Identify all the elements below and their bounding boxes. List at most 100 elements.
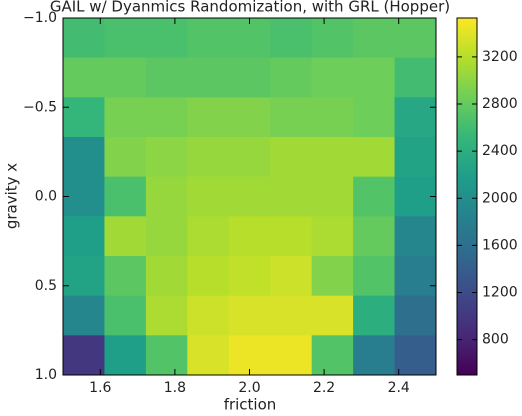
heatmap-cell xyxy=(353,256,396,297)
heatmap-cell xyxy=(63,18,105,59)
heatmap-cell xyxy=(270,295,313,336)
heatmap-cell xyxy=(270,137,313,178)
heatmap-cell xyxy=(104,18,147,59)
heatmap-cell xyxy=(270,335,313,376)
heatmap-cell xyxy=(104,57,147,98)
heatmap-cell xyxy=(394,97,437,138)
heatmap-cell xyxy=(187,176,230,217)
heatmap-cell xyxy=(353,295,396,336)
heatmap-cell xyxy=(187,256,230,297)
heatmap-cell xyxy=(270,57,313,98)
heatmap-cell xyxy=(394,216,437,257)
heatmap-cell xyxy=(145,216,188,257)
heatmap-cell xyxy=(63,57,105,98)
chart-title: GAIL w/ Dyanmics Randomization, with GRL… xyxy=(50,0,450,16)
heatmap-cell xyxy=(270,176,313,217)
colorbar-tick-label: 1600 xyxy=(482,237,518,253)
heatmap-cell xyxy=(311,97,354,138)
heatmap-cell xyxy=(353,18,396,59)
heatmap-cell xyxy=(228,137,271,178)
heatmap-cell xyxy=(394,18,437,59)
heatmap-cell xyxy=(270,216,313,257)
x-tick-label: 1.8 xyxy=(164,380,186,396)
heatmap-cell xyxy=(187,137,230,178)
heatmap-cell xyxy=(228,57,271,98)
x-tick-label: 2.0 xyxy=(238,380,260,396)
heatmap-cell xyxy=(228,256,271,297)
heatmap-cell xyxy=(228,295,271,336)
heatmap-cell xyxy=(353,97,396,138)
colorbar-tick-label: 1200 xyxy=(482,285,518,301)
heatmap-cell xyxy=(145,176,188,217)
heatmap-cell xyxy=(394,295,437,336)
heatmap-cell xyxy=(353,335,396,376)
heatmap-cell xyxy=(228,216,271,257)
heatmap-cell xyxy=(270,256,313,297)
heatmap-cell xyxy=(311,57,354,98)
x-axis-label: friction xyxy=(224,396,277,414)
heatmap-cell xyxy=(145,256,188,297)
heatmap-cell xyxy=(394,137,437,178)
heatmap-cell xyxy=(187,97,230,138)
heatmap-cell xyxy=(187,216,230,257)
heatmap-cell xyxy=(353,176,396,217)
heatmap-cell xyxy=(394,57,437,98)
y-tick-label: 0.0 xyxy=(35,189,57,205)
heatmap-cell xyxy=(145,97,188,138)
heatmap-cell xyxy=(145,57,188,98)
heatmap-cell xyxy=(311,18,354,59)
heatmap-cell xyxy=(187,57,230,98)
heatmap-cell xyxy=(145,295,188,336)
heatmap-cell xyxy=(228,176,271,217)
heatmap-cell xyxy=(187,295,230,336)
x-tick-label: 2.4 xyxy=(388,380,410,396)
heatmap-cell xyxy=(311,176,354,217)
heatmap-cell xyxy=(228,97,271,138)
heatmap-cell xyxy=(353,216,396,257)
heatmap-cell xyxy=(63,137,105,178)
colorbar-tick-label: 2800 xyxy=(482,96,518,112)
colorbar-tick-label: 2000 xyxy=(482,190,518,206)
y-tick-label: −0.5 xyxy=(23,99,57,115)
heatmap-cell xyxy=(145,18,188,59)
colorbar xyxy=(456,17,478,376)
y-tick-label: 0.5 xyxy=(35,278,57,294)
heatmap-cell xyxy=(63,256,105,297)
heatmap-cell xyxy=(311,335,354,376)
heatmap-cell xyxy=(63,335,105,376)
heatmap-cell xyxy=(63,216,105,257)
heatmap-cell xyxy=(228,18,271,59)
colorbar-tick-label: 3200 xyxy=(482,49,518,65)
heatmap-cell xyxy=(311,216,354,257)
heatmap-cell xyxy=(394,335,437,376)
heatmap-cell xyxy=(311,295,354,336)
heatmap-cell xyxy=(270,18,313,59)
heatmap-cell xyxy=(104,137,147,178)
heatmap-cell xyxy=(63,176,105,217)
x-tick-label: 1.6 xyxy=(89,380,111,396)
y-tick-label: 1.0 xyxy=(35,367,57,383)
heatmap-cell xyxy=(145,137,188,178)
heatmap-cell xyxy=(394,256,437,297)
colorbar-tick-label: 800 xyxy=(482,332,509,348)
heatmap-cell xyxy=(104,295,147,336)
heatmap-cell xyxy=(353,57,396,98)
heatmap-cell xyxy=(187,18,230,59)
heatmap-cell xyxy=(353,137,396,178)
heatmap-cell xyxy=(145,335,188,376)
y-tick-label: −1.0 xyxy=(23,10,57,26)
heatmap-cell xyxy=(311,137,354,178)
heatmap-cell xyxy=(104,335,147,376)
heatmap-cell xyxy=(63,295,105,336)
heatmap-cell xyxy=(228,335,271,376)
heatmap-cell xyxy=(394,176,437,217)
heatmap-cell xyxy=(187,335,230,376)
colorbar-tick-label: 2400 xyxy=(482,143,518,159)
heatmap-cell xyxy=(104,256,147,297)
heatmap-cell xyxy=(104,176,147,217)
heatmap-cell xyxy=(270,97,313,138)
heatmap-cell xyxy=(311,256,354,297)
heatmap-cell xyxy=(104,97,147,138)
heatmap-cell xyxy=(63,97,105,138)
